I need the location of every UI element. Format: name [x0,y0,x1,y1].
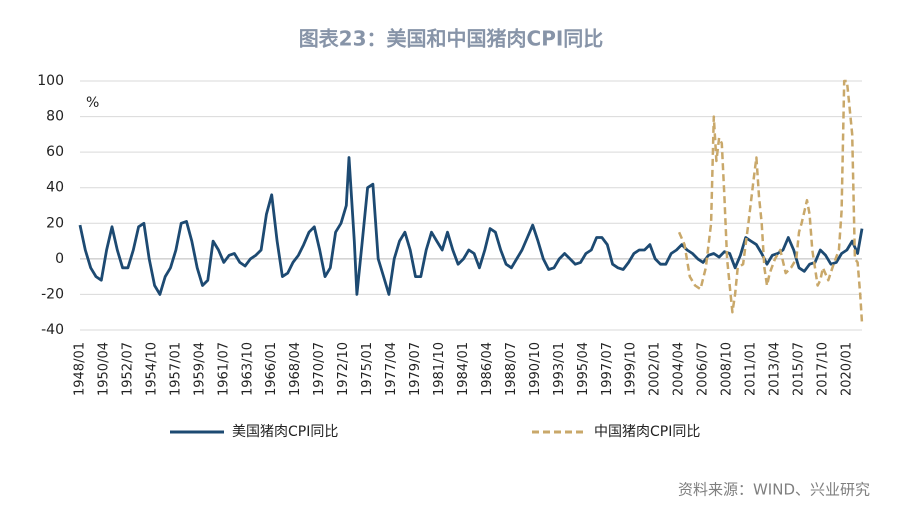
x-tick-label: 2002/01 [648,342,663,396]
x-tick-label: 1981/10 [432,342,447,396]
x-tick-label: 2017/10 [815,342,830,396]
x-tick-label: 1952/07 [120,342,135,396]
x-tick-label: 1972/10 [336,342,351,396]
x-tick-label: 1999/10 [624,342,639,396]
x-tick-label: 1961/07 [216,342,231,396]
x-tick-label: 1968/04 [288,342,303,396]
x-tick-label: 2020/01 [839,342,854,396]
x-tick-label: 2004/04 [672,342,687,396]
series-line [78,156,864,296]
unit-label: % [86,95,99,111]
x-tick-label: 1977/04 [384,342,399,396]
x-tick-label: 1990/10 [528,342,543,396]
y-tick-label: 60 [46,144,64,160]
chart-title: 图表23：美国和中国猪肉CPI同比 [299,27,604,51]
y-tick-label: 100 [37,73,64,89]
x-tick-label: 2008/10 [720,342,735,396]
x-tick-label: 2006/07 [696,342,711,396]
x-tick-label: 1948/01 [73,342,88,396]
x-tick-label: 1966/01 [264,342,279,396]
x-tick-label: 1975/01 [360,342,375,396]
x-tick-label: 2011/01 [744,342,759,396]
y-tick-label: 20 [46,215,64,231]
x-tick-label: 1986/04 [480,342,495,396]
series-line [677,79,864,323]
legend-label: 美国猪肉CPI同比 [232,424,338,440]
x-tick-label: 1970/07 [312,342,327,396]
x-tick-label: 2013/04 [768,342,783,396]
x-tick-label: 1979/07 [408,342,423,396]
x-tick-label: 1959/04 [192,342,207,396]
x-tick-label: 1995/04 [576,342,591,396]
x-tick-label: 1963/10 [240,342,255,396]
y-tick-label: 80 [46,109,64,125]
x-tick-label: 1993/01 [552,342,567,396]
x-tick-label: 1984/01 [456,342,471,396]
y-tick-label: 40 [46,180,64,196]
x-tick-label: 1950/04 [96,342,111,396]
x-tick-label: 1988/07 [504,342,519,396]
x-tick-label: 2015/07 [791,342,806,396]
legend-label: 中国猪肉CPI同比 [594,424,700,440]
y-tick-label: -40 [41,322,64,338]
y-tick-label: 0 [55,251,64,267]
y-tick-label: -20 [41,286,64,302]
x-tick-label: 1997/07 [600,342,615,396]
x-tick-label: 1954/10 [144,342,159,396]
source: 资料来源：WIND、兴业研究 [678,481,870,499]
x-tick-label: 1957/01 [168,342,183,396]
